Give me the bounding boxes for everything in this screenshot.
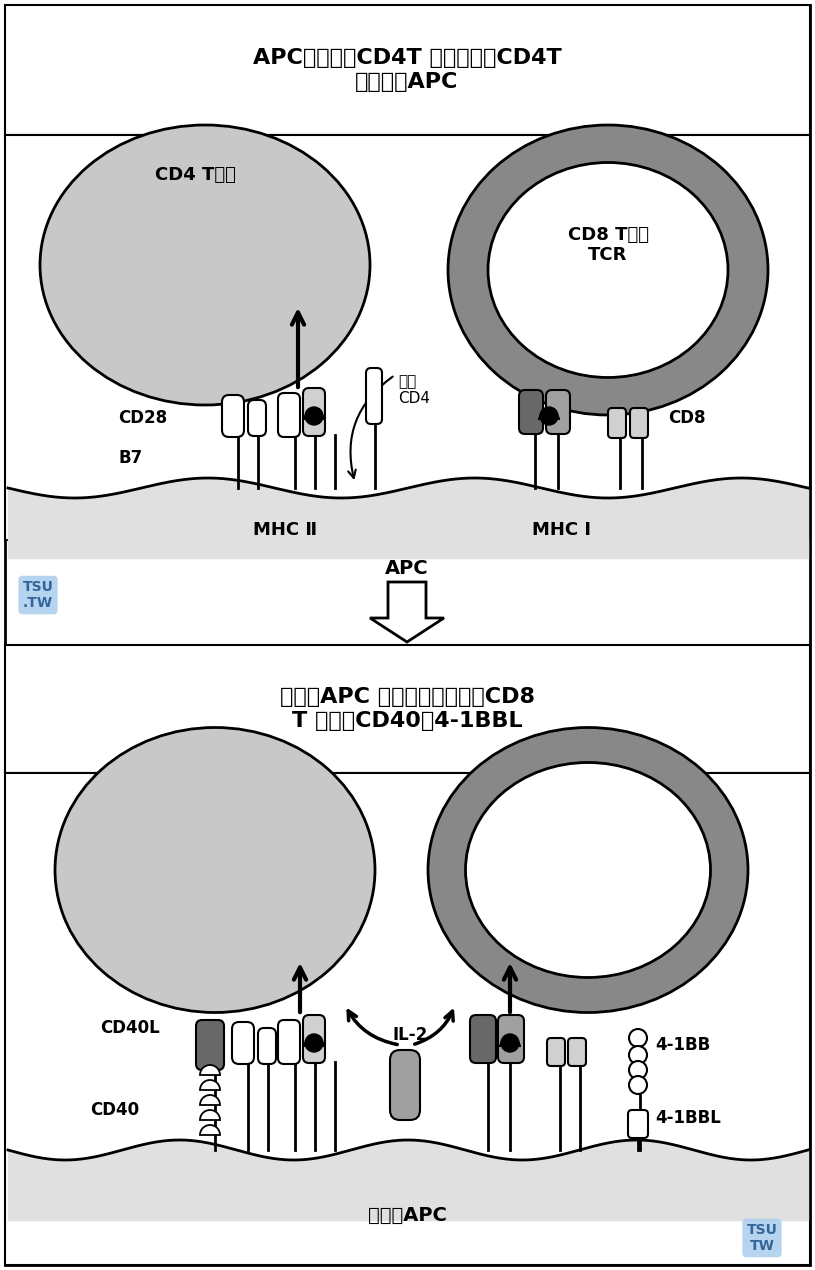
Circle shape [629,1046,647,1064]
Text: CD40L: CD40L [100,1019,160,1038]
Bar [5,645,810,773]
Text: TSU
TW: TSU TW [747,1223,778,1253]
FancyBboxPatch shape [303,389,325,436]
FancyBboxPatch shape [547,1038,565,1066]
Circle shape [629,1076,647,1093]
FancyBboxPatch shape [498,1015,524,1063]
Circle shape [629,1029,647,1046]
Text: 4-1BBL: 4-1BBL [655,1109,721,1126]
Text: TSU
.TW: TSU .TW [23,580,54,610]
Text: CD8 T细胞
TCR: CD8 T细胞 TCR [567,226,649,264]
FancyBboxPatch shape [608,408,626,438]
Ellipse shape [448,124,768,415]
Text: 激活的APC 表达协同刺激天然CD8
T 细胞的CD40和4-1BBL: 激活的APC 表达协同刺激天然CD8 T 细胞的CD40和4-1BBL [280,687,535,730]
FancyBboxPatch shape [628,1110,648,1138]
FancyBboxPatch shape [303,1015,325,1063]
FancyBboxPatch shape [568,1038,586,1066]
FancyBboxPatch shape [258,1027,276,1064]
Wedge shape [200,1110,220,1120]
Text: 4-1BB: 4-1BB [655,1036,710,1054]
Bar [5,5,810,135]
Text: CD4 T细胞: CD4 T细胞 [155,166,236,184]
FancyBboxPatch shape [196,1020,224,1071]
FancyBboxPatch shape [232,1022,254,1064]
Text: APC: APC [385,559,429,578]
Circle shape [305,406,323,425]
Wedge shape [200,1080,220,1090]
Ellipse shape [55,728,375,1012]
Circle shape [629,1060,647,1080]
Wedge shape [200,1095,220,1105]
Wedge shape [200,1125,220,1135]
FancyBboxPatch shape [630,408,648,438]
Text: CD40: CD40 [90,1101,139,1119]
FancyBboxPatch shape [519,390,543,434]
Circle shape [305,1034,323,1052]
Circle shape [540,406,558,425]
Text: MHC Ⅱ: MHC Ⅱ [253,521,317,538]
Text: CD28: CD28 [118,409,167,427]
Ellipse shape [488,163,728,377]
Circle shape [501,1034,519,1052]
Ellipse shape [465,762,711,978]
FancyBboxPatch shape [248,400,266,436]
Polygon shape [370,582,444,643]
FancyBboxPatch shape [366,368,382,424]
FancyBboxPatch shape [222,395,244,437]
FancyBboxPatch shape [546,390,570,434]
Ellipse shape [428,728,748,1012]
Wedge shape [200,1066,220,1074]
FancyBboxPatch shape [278,392,300,437]
Text: CD8: CD8 [668,409,706,427]
Text: 激活的APC: 激活的APC [368,1205,447,1224]
Text: APC刺激效应CD4T 细胞，继之CD4T
细胞激活APC: APC刺激效应CD4T 细胞，继之CD4T 细胞激活APC [253,48,562,91]
Ellipse shape [40,124,370,405]
FancyBboxPatch shape [278,1020,300,1064]
Text: B7: B7 [118,450,143,467]
Text: 激活
CD4: 激活 CD4 [398,373,430,406]
Bar [5,773,810,1265]
Bar [5,135,810,540]
FancyBboxPatch shape [390,1050,420,1120]
Text: IL-2: IL-2 [393,1026,428,1044]
Text: MHC Ⅰ: MHC Ⅰ [532,521,592,538]
FancyBboxPatch shape [470,1015,496,1063]
